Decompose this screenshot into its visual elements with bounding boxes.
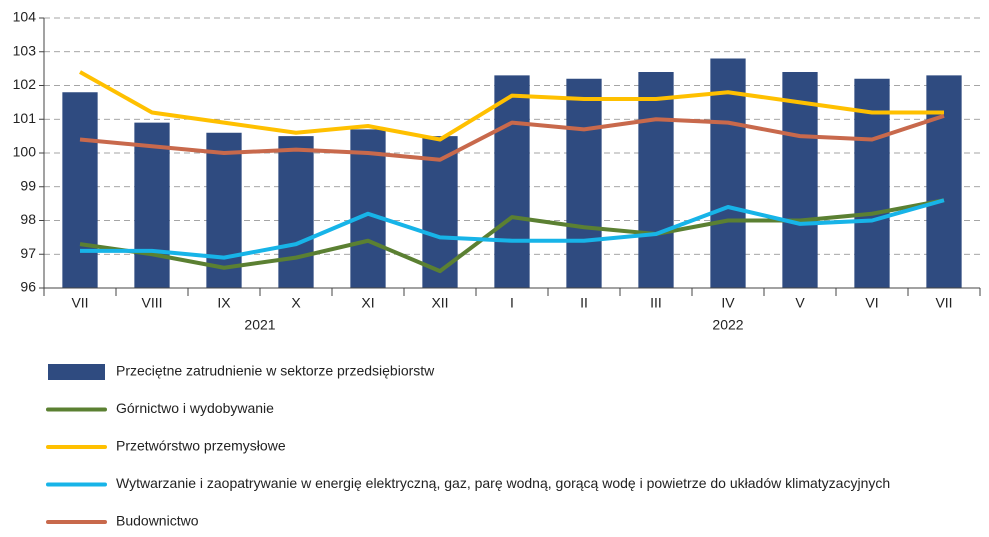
x-tick-label: II: [580, 295, 588, 311]
x-group-label: 2021: [244, 317, 275, 333]
y-tick-label: 103: [13, 42, 37, 58]
line-series: [79, 113, 945, 162]
bar: [206, 132, 242, 288]
y-tick-label: 97: [20, 245, 36, 261]
x-tick-label: X: [291, 295, 301, 311]
x-tick-label: VIII: [141, 295, 162, 311]
x-tick-label: III: [650, 295, 662, 311]
bar: [638, 72, 674, 288]
x-tick-label: I: [510, 295, 514, 311]
legend-swatch: [48, 364, 105, 380]
legend-label: Górnictwo i wydobywanie: [116, 400, 274, 416]
y-tick-label: 98: [20, 211, 36, 227]
bar: [62, 92, 98, 288]
legend-label: Wytwarzanie i zaopatrywanie w energię el…: [116, 475, 890, 491]
bar: [134, 122, 170, 288]
x-tick-label: IV: [721, 295, 735, 311]
legend-label: Przetwórstwo przemysłowe: [116, 438, 286, 454]
x-tick-label: V: [795, 295, 805, 311]
x-tick-label: IX: [217, 295, 231, 311]
bar: [926, 75, 962, 288]
y-tick-label: 104: [13, 9, 37, 25]
bar: [710, 58, 746, 288]
x-tick-label: XII: [431, 295, 448, 311]
x-group-label: 2022: [712, 317, 743, 333]
y-tick-label: 102: [13, 76, 37, 92]
x-tick-label: XI: [361, 295, 374, 311]
legend-label: Budownictwo: [116, 513, 199, 529]
bar: [782, 72, 818, 288]
x-tick-label: VII: [935, 295, 952, 311]
legend-label: Przeciętne zatrudnienie w sektorze przed…: [116, 363, 435, 379]
line-series: [79, 70, 944, 142]
x-tick-label: VII: [71, 295, 88, 311]
y-tick-label: 100: [13, 144, 37, 160]
y-tick-label: 99: [20, 177, 36, 193]
y-tick-label: 101: [13, 110, 37, 126]
bar: [278, 136, 314, 288]
x-tick-label: VI: [865, 295, 878, 311]
line-series: [79, 198, 945, 274]
bar: [566, 78, 602, 288]
line-series: [80, 198, 945, 260]
bar: [494, 75, 530, 288]
y-tick-label: 96: [20, 279, 36, 295]
